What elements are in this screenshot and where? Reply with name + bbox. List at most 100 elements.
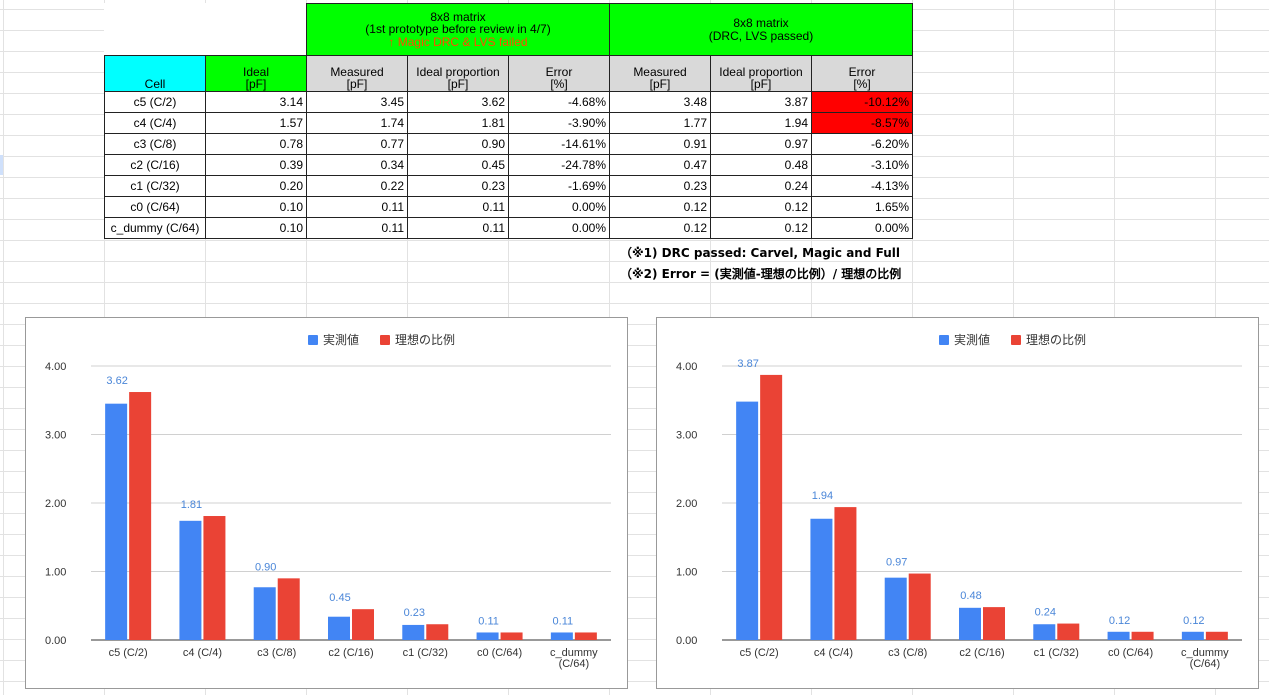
data-label: 0.45 bbox=[329, 592, 350, 604]
ideal-value[interactable]: 0.10 bbox=[205, 196, 307, 218]
blank-cell[interactable] bbox=[105, 4, 206, 56]
error-value[interactable]: -14.61% bbox=[508, 133, 610, 155]
data-label: 3.87 bbox=[737, 358, 758, 370]
ideal-proportion-value[interactable]: 0.97 bbox=[710, 133, 812, 155]
ideal-proportion-value[interactable]: 3.87 bbox=[710, 91, 812, 113]
ideal-value[interactable]: 0.20 bbox=[205, 175, 307, 197]
ideal-proportion-value[interactable]: 0.90 bbox=[407, 133, 509, 155]
table-row: c1 (C/32) 0.20 0.22 0.23 -1.69% 0.23 0.24 -4.13… bbox=[104, 175, 913, 197]
table-row: c5 (C/2) 3.14 3.45 3.62 -4.68% 3.48 3.87 -10.12… bbox=[104, 91, 913, 113]
cell-name[interactable]: c3 (C/8) bbox=[104, 133, 206, 155]
ideal-value[interactable]: 3.14 bbox=[205, 91, 307, 113]
cell-name[interactable]: c2 (C/16) bbox=[104, 154, 206, 176]
x-tick-label: c2 (C/16) bbox=[328, 647, 373, 659]
error-value[interactable]: -24.78% bbox=[508, 154, 610, 176]
error-value[interactable]: -6.20% bbox=[811, 133, 913, 155]
measured-value[interactable]: 0.34 bbox=[306, 154, 408, 176]
bar-measured bbox=[328, 616, 350, 640]
bar-ideal bbox=[574, 632, 597, 640]
header-ideal[interactable]: Ideal [pF] bbox=[205, 55, 307, 92]
measured-value[interactable]: 0.47 bbox=[609, 154, 711, 176]
header-ideal-proportion[interactable]: Ideal proportion [pF] bbox=[407, 55, 509, 92]
legend-label: 理想の比例 bbox=[1026, 332, 1086, 347]
error-value[interactable]: 1.65% bbox=[811, 196, 913, 218]
header-label: Ideal bbox=[242, 64, 270, 79]
ideal-proportion-value[interactable]: 0.12 bbox=[710, 196, 812, 218]
measured-value[interactable]: 1.77 bbox=[609, 112, 711, 134]
error-value[interactable]: -3.90% bbox=[508, 112, 610, 134]
ideal-proportion-value[interactable]: 0.24 bbox=[710, 175, 812, 197]
error-value[interactable]: -10.12% bbox=[811, 91, 913, 113]
header-unit: [pF] bbox=[447, 77, 469, 92]
error-value[interactable]: -4.68% bbox=[508, 91, 610, 113]
error-value[interactable]: -8.57% bbox=[811, 112, 913, 134]
cell-name[interactable]: c1 (C/32) bbox=[104, 175, 206, 197]
table-row: c2 (C/16) 0.39 0.34 0.45 -24.78% 0.47 0.48 -3.1… bbox=[104, 154, 913, 176]
x-tick-label: c1 (C/32) bbox=[1034, 647, 1079, 659]
bar-ideal bbox=[760, 374, 783, 640]
ideal-proportion-value[interactable]: 1.81 bbox=[407, 112, 509, 134]
legend-swatch bbox=[380, 335, 390, 345]
ideal-value[interactable]: 0.78 bbox=[205, 133, 307, 155]
cell-name[interactable]: c0 (C/64) bbox=[104, 196, 206, 218]
ideal-proportion-value[interactable]: 3.62 bbox=[407, 91, 509, 113]
ideal-proportion-value[interactable]: 1.94 bbox=[710, 112, 812, 134]
header-measured[interactable]: Measured [pF] bbox=[306, 55, 408, 92]
x-tick-label-line: (C/64) bbox=[559, 658, 590, 670]
error-value[interactable]: -4.13% bbox=[811, 175, 913, 197]
cell-name[interactable]: c5 (C/2) bbox=[104, 91, 206, 113]
ideal-proportion-value[interactable]: 0.45 bbox=[407, 154, 509, 176]
x-tick-label: c5 (C/2) bbox=[740, 647, 779, 659]
ideal-proportion-value[interactable]: 0.11 bbox=[407, 217, 509, 239]
ideal-proportion-value[interactable]: 0.23 bbox=[407, 175, 509, 197]
header-cell[interactable]: Cell bbox=[104, 55, 206, 92]
ideal-proportion-value[interactable]: 0.12 bbox=[710, 217, 812, 239]
error-value[interactable]: 0.00% bbox=[508, 217, 610, 239]
note-drc-passed[interactable]: （※1) DRC passed: Carvel, Magic and Full bbox=[620, 246, 900, 260]
header-measured[interactable]: Measured [pF] bbox=[609, 55, 711, 92]
y-tick-label: 3.00 bbox=[676, 430, 697, 442]
ideal-proportion-value[interactable]: 0.48 bbox=[710, 154, 812, 176]
bar-measured bbox=[810, 518, 833, 640]
ideal-value[interactable]: 1.57 bbox=[205, 112, 307, 134]
measured-value[interactable]: 0.23 bbox=[609, 175, 711, 197]
group-title: 8x8 matrix bbox=[430, 9, 486, 24]
measured-value[interactable]: 3.45 bbox=[306, 91, 408, 113]
blank-cell[interactable] bbox=[206, 4, 307, 56]
header-label: Measured bbox=[330, 64, 384, 79]
measured-value[interactable]: 1.74 bbox=[306, 112, 408, 134]
measured-value[interactable]: 0.91 bbox=[609, 133, 711, 155]
header-error[interactable]: Error [%] bbox=[508, 55, 610, 92]
header-ideal-proportion[interactable]: Ideal proportion [pF] bbox=[710, 55, 812, 92]
cell-name[interactable]: c_dummy (C/64) bbox=[104, 217, 206, 239]
ideal-proportion-value[interactable]: 0.11 bbox=[407, 196, 509, 218]
row-selection-marker bbox=[0, 155, 3, 175]
chart-prototype[interactable]: 実測値 理想の比例 0.00 1.00 2.00 3.00 4.00 3.62 c5 (C/2)… bbox=[25, 317, 628, 689]
measured-value[interactable]: 0.12 bbox=[609, 196, 711, 218]
header-label: Measured bbox=[633, 64, 687, 79]
x-tick-label: c4 (C/4) bbox=[814, 647, 853, 659]
header-error[interactable]: Error [%] bbox=[811, 55, 913, 92]
group-header-prototype[interactable]: 8x8 matrix (1st prototype before review … bbox=[306, 3, 610, 56]
error-value[interactable]: -1.69% bbox=[508, 175, 610, 197]
data-label: 0.23 bbox=[404, 607, 425, 619]
error-value[interactable]: 0.00% bbox=[508, 196, 610, 218]
bar-measured bbox=[253, 587, 276, 640]
error-value[interactable]: -3.10% bbox=[811, 154, 913, 176]
measured-value[interactable]: 0.22 bbox=[306, 175, 408, 197]
x-tick-label: c2 (C/16) bbox=[959, 647, 1004, 659]
chart-passed[interactable]: 実測値 理想の比例 0.00 1.00 2.00 3.00 4.00 3.87 c5 (C/2)… bbox=[656, 317, 1259, 689]
ideal-value[interactable]: 0.39 bbox=[205, 154, 307, 176]
note-error-formula[interactable]: （※2) Error = (実測値-理想の比例）/ 理想の比例 bbox=[620, 267, 902, 281]
measured-value[interactable]: 0.77 bbox=[306, 133, 408, 155]
x-tick-label: c4 (C/4) bbox=[183, 647, 222, 659]
ideal-value[interactable]: 0.10 bbox=[205, 217, 307, 239]
measured-value[interactable]: 0.12 bbox=[609, 217, 711, 239]
group-header-passed[interactable]: 8x8 matrix (DRC, LVS passed) bbox=[609, 3, 913, 56]
measured-value[interactable]: 0.11 bbox=[306, 217, 408, 239]
error-value[interactable]: 0.00% bbox=[811, 217, 913, 239]
cell-name[interactable]: c4 (C/4) bbox=[104, 112, 206, 134]
measured-value[interactable]: 3.48 bbox=[609, 91, 711, 113]
measured-value[interactable]: 0.11 bbox=[306, 196, 408, 218]
